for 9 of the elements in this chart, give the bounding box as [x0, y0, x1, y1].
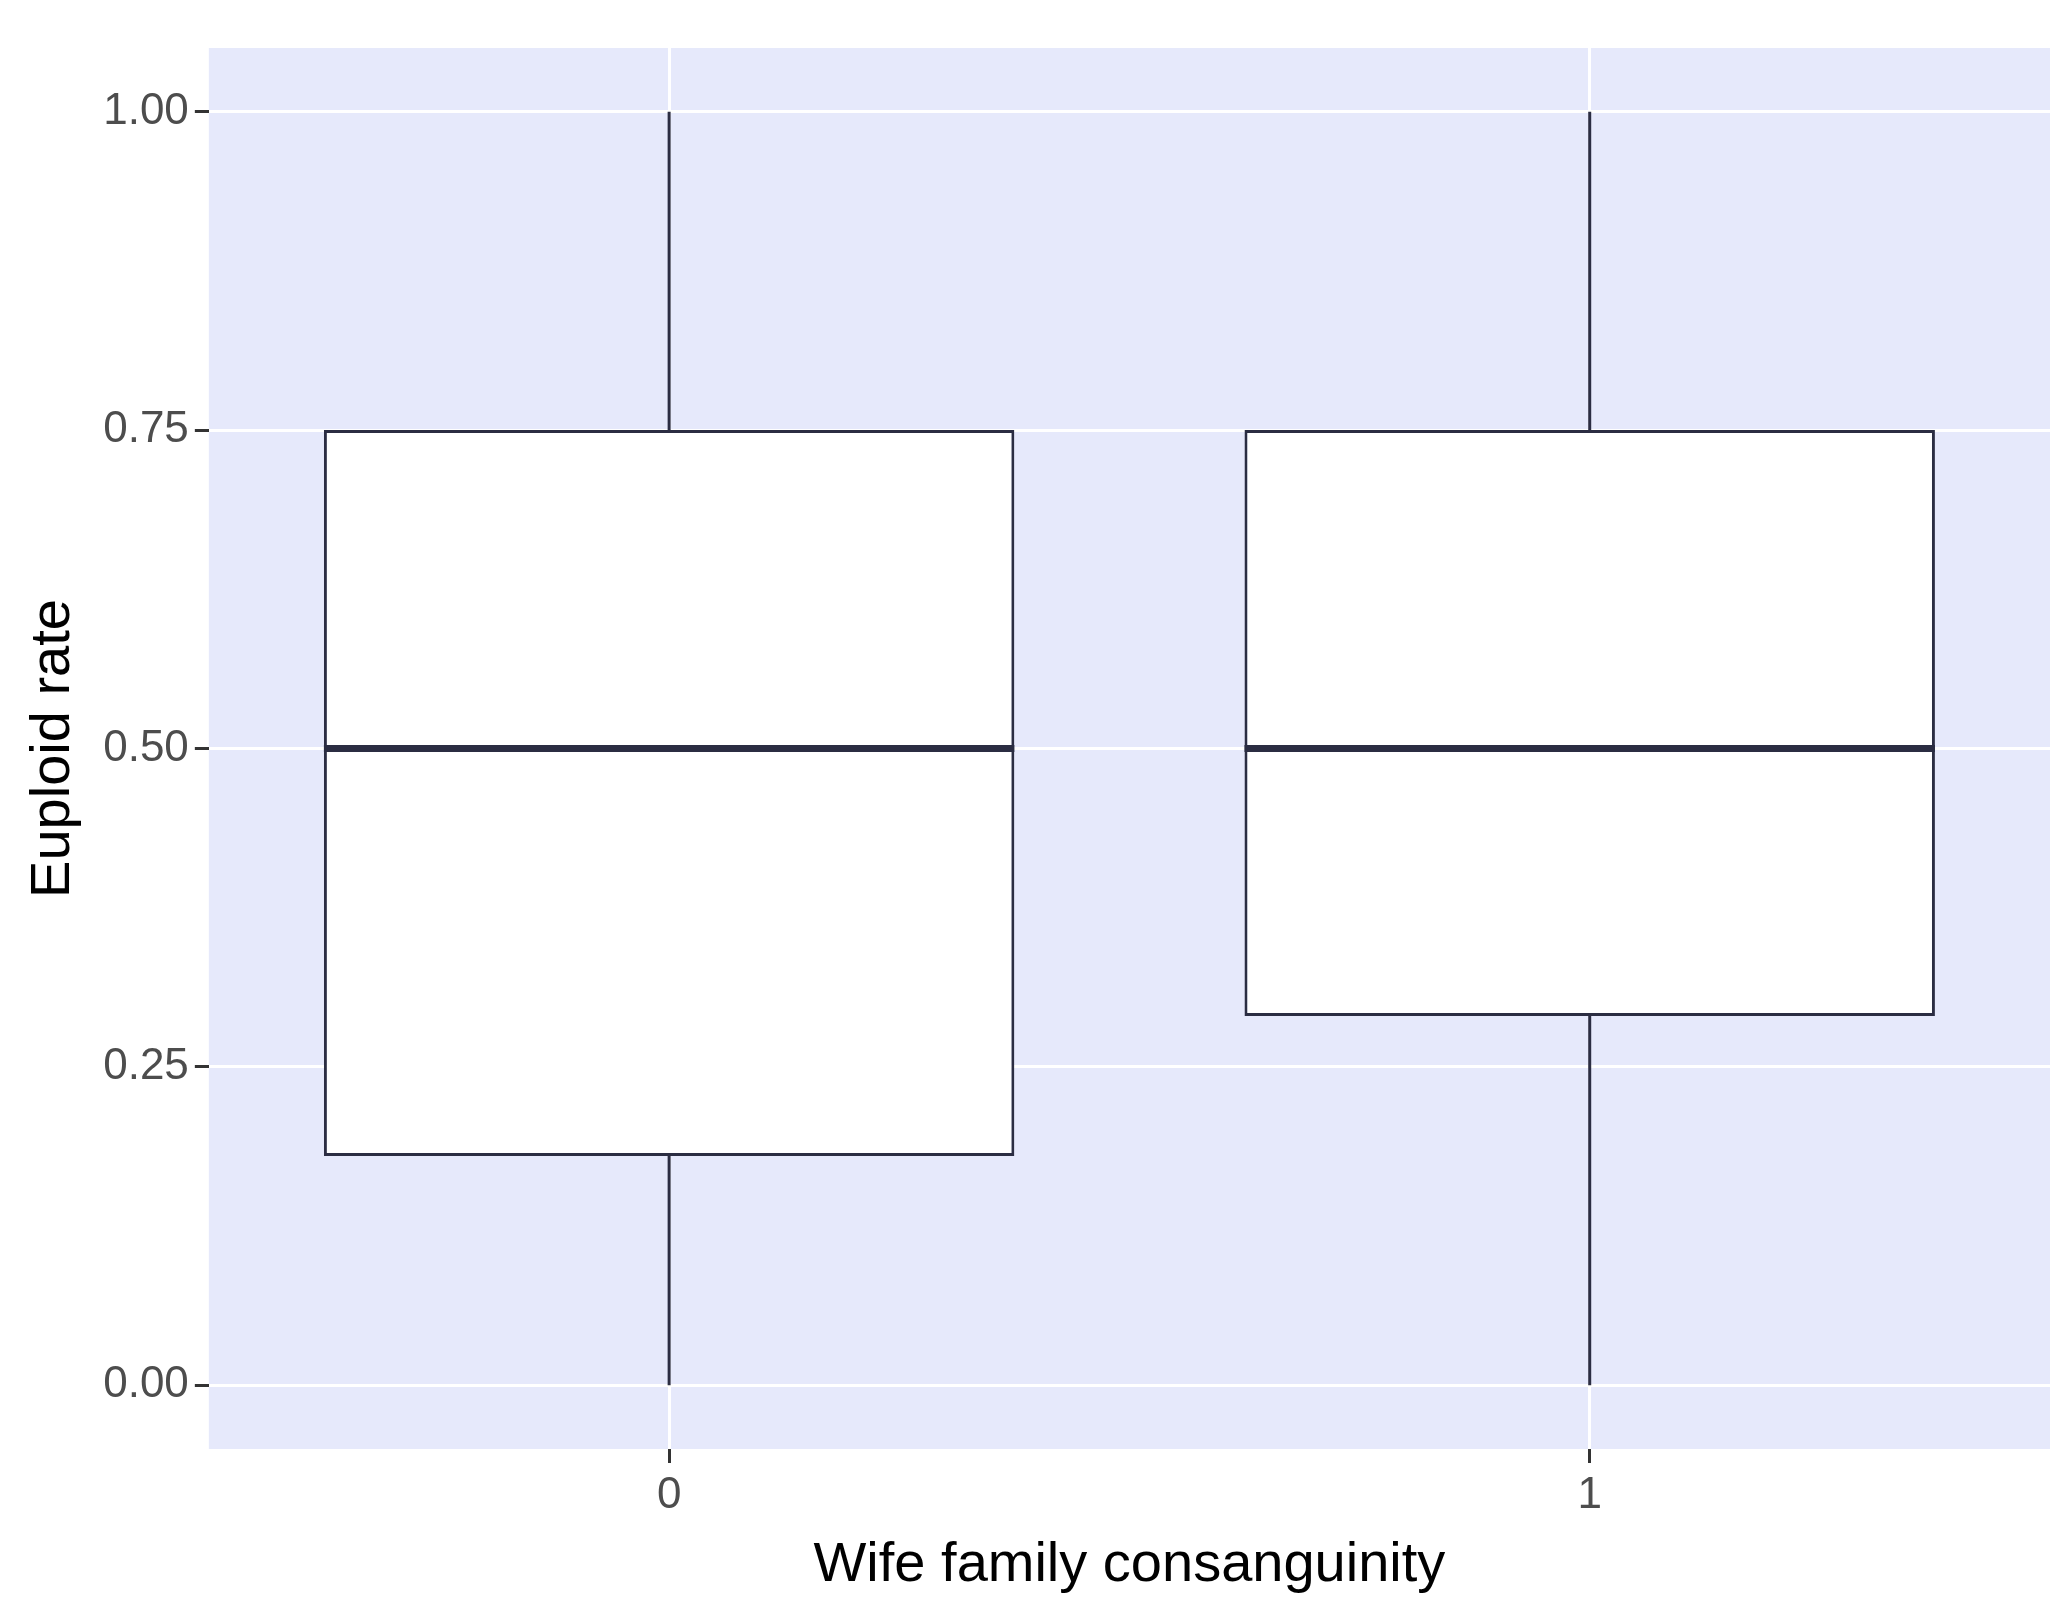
- x-tick-label: 0: [656, 1467, 682, 1517]
- y-tick-label: 0.50: [103, 720, 189, 770]
- y-axis-title: Euploid rate: [18, 599, 82, 898]
- x-tick-label: 1: [1577, 1467, 1602, 1517]
- y-tick-label: 1.00: [103, 83, 189, 133]
- x-axis-title: Wife family consanguinity: [813, 1529, 1446, 1593]
- y-tick-label: 0.25: [103, 1039, 189, 1089]
- y-tick-label: 0.00: [103, 1357, 189, 1407]
- y-tick-label: 0.75: [103, 402, 189, 452]
